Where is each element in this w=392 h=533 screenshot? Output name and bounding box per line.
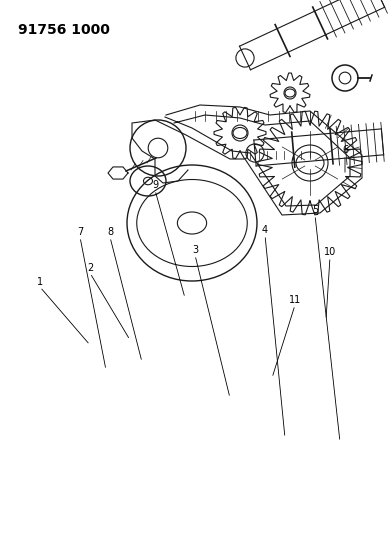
Text: 4: 4: [262, 225, 268, 235]
Text: 3: 3: [192, 245, 198, 255]
Text: 2: 2: [87, 263, 93, 273]
Text: 9: 9: [152, 180, 158, 190]
Text: 5: 5: [312, 205, 318, 215]
Text: 91756 1000: 91756 1000: [18, 23, 110, 37]
Text: 10: 10: [324, 247, 336, 257]
Text: 1: 1: [37, 277, 43, 287]
Text: 11: 11: [289, 295, 301, 305]
Text: 7: 7: [77, 227, 83, 237]
Text: 8: 8: [107, 227, 113, 237]
Text: 6: 6: [342, 145, 348, 155]
